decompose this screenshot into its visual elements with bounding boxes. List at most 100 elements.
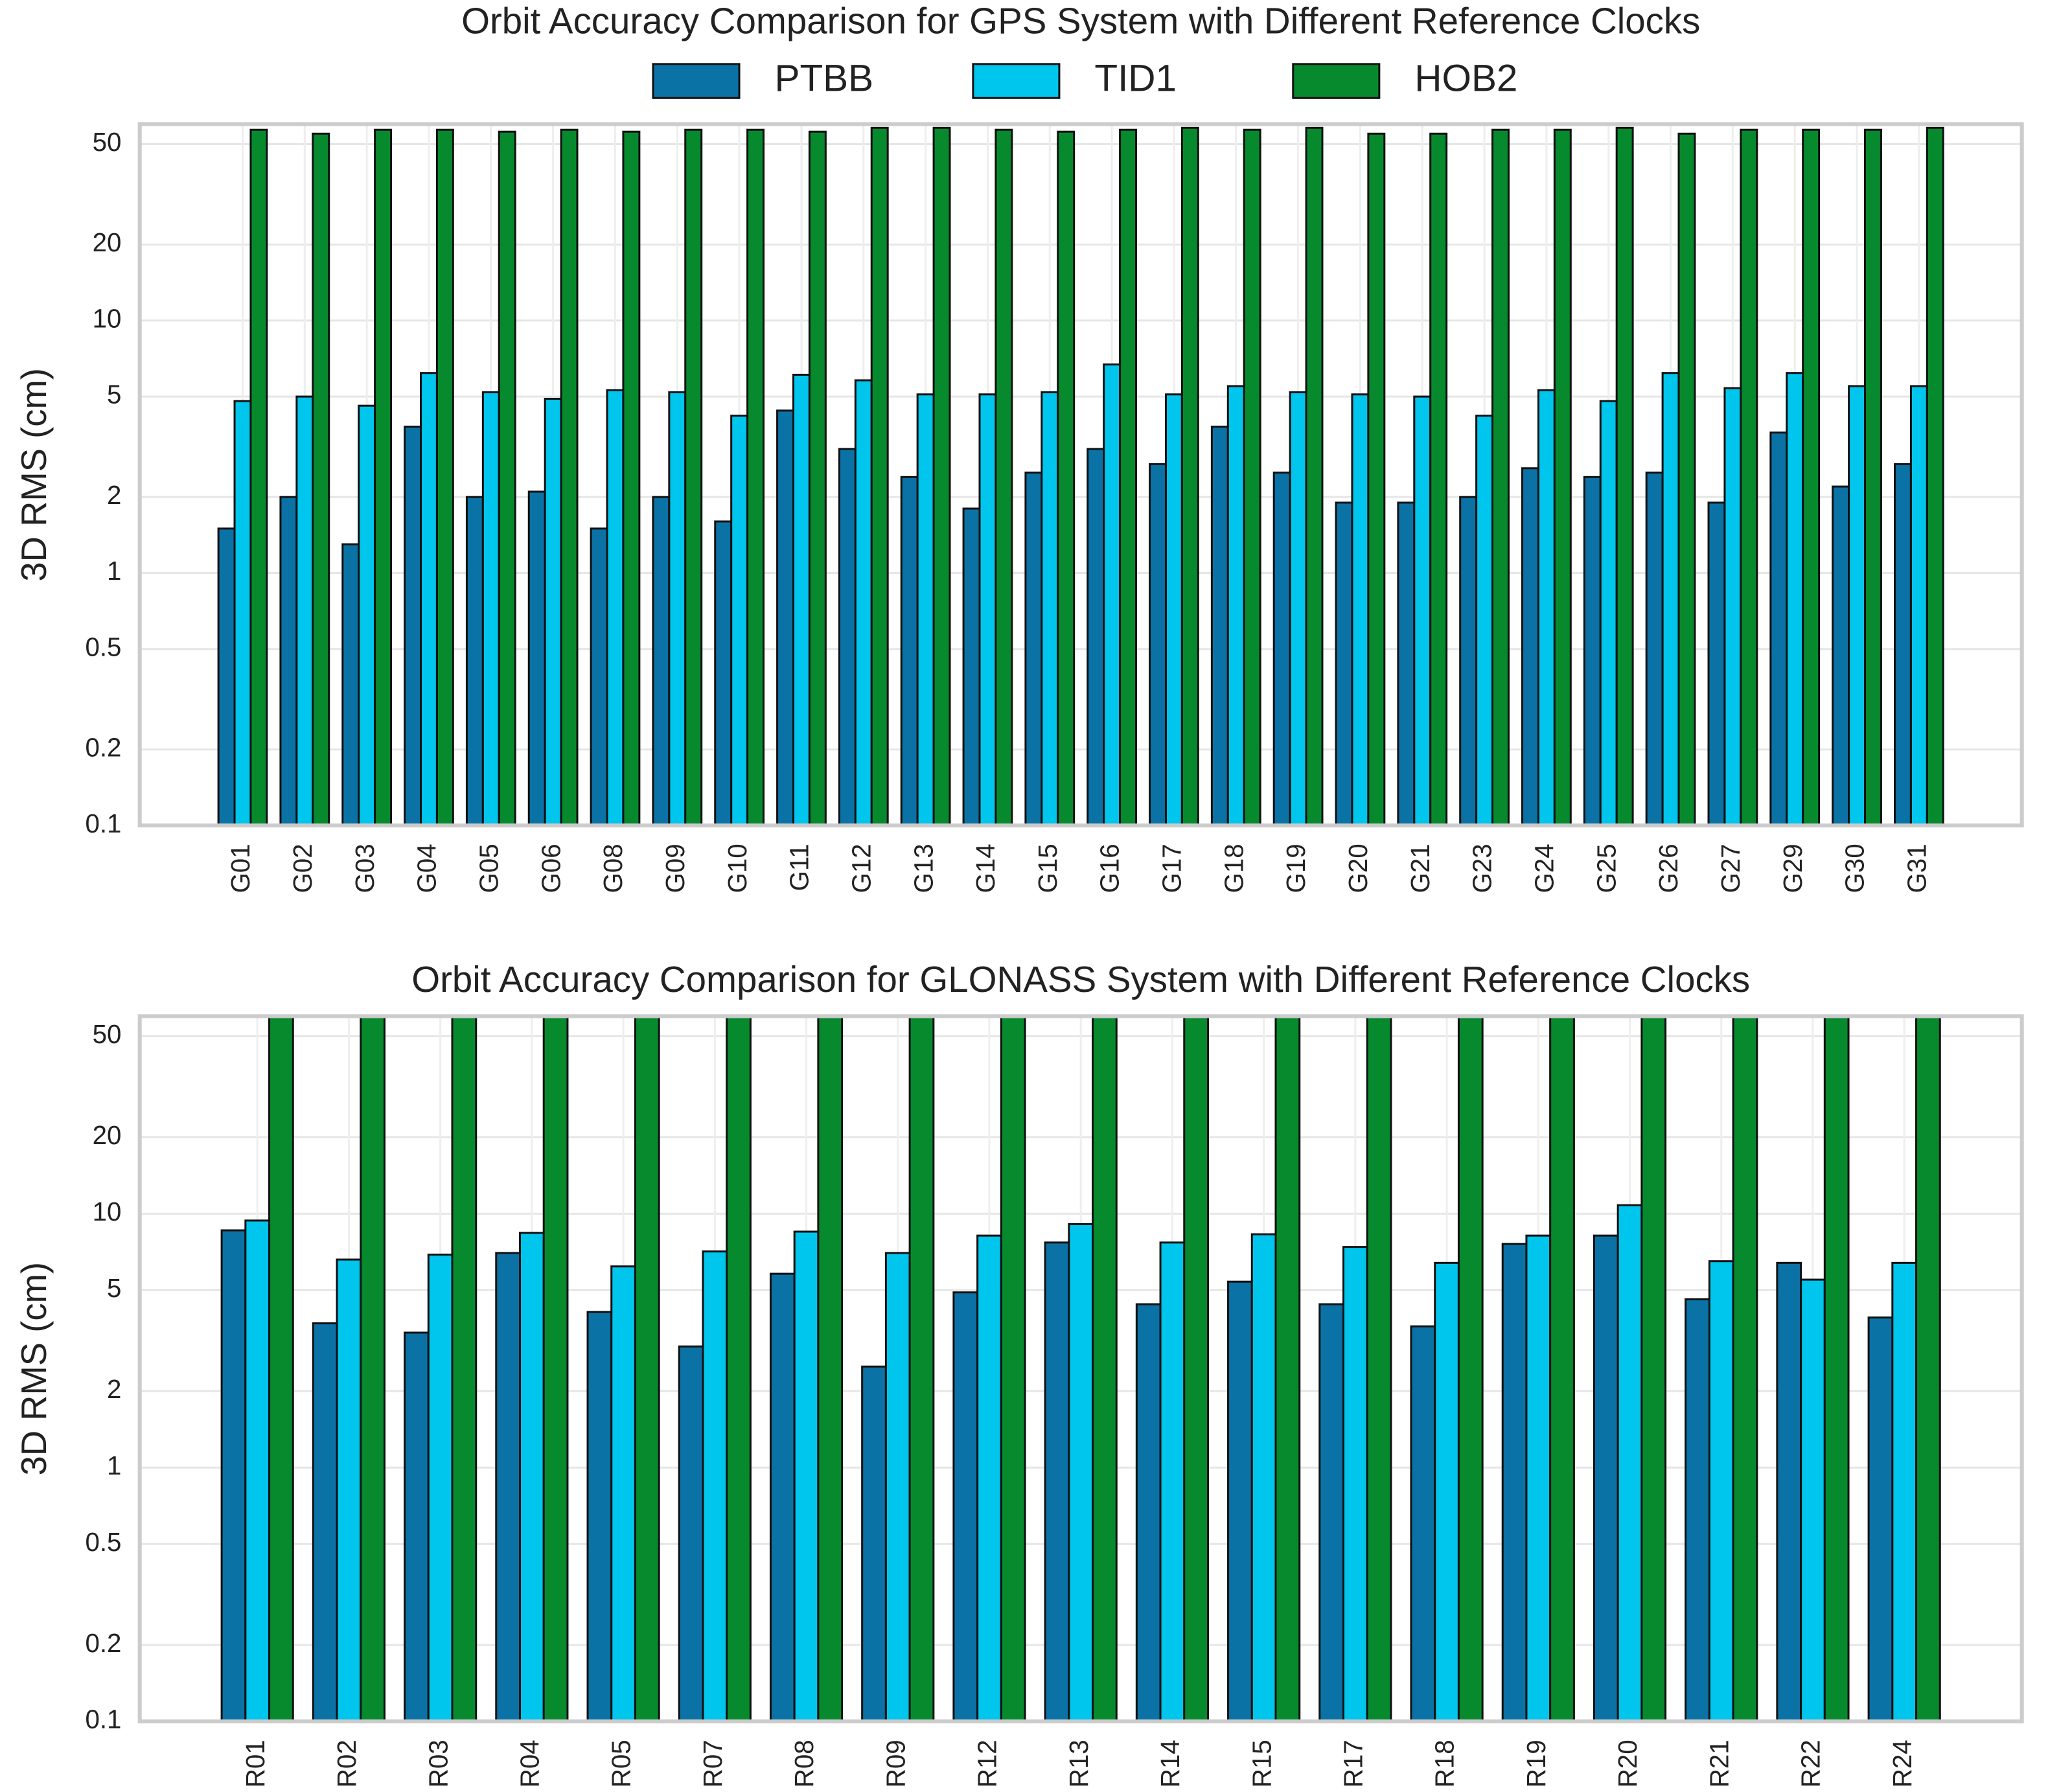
bar <box>726 1015 752 1723</box>
x-tick-label: R05 <box>607 1740 636 1787</box>
bar <box>233 400 252 827</box>
bar <box>1272 471 1291 827</box>
bar <box>769 1272 796 1723</box>
bar <box>217 527 236 827</box>
x-tick-label: R21 <box>1705 1740 1734 1787</box>
x-tick-label: R12 <box>973 1740 1002 1787</box>
legend-label: PTBB <box>774 57 873 99</box>
bar <box>652 496 671 827</box>
x-tick-label: R08 <box>790 1740 819 1787</box>
bar <box>427 1254 454 1723</box>
x-tick-label: G10 <box>723 844 752 893</box>
bar <box>1501 1243 1528 1723</box>
bar <box>1525 1234 1552 1723</box>
bar <box>1342 1246 1368 1723</box>
bar <box>746 128 765 827</box>
x-tick-label: R13 <box>1064 1740 1094 1787</box>
x-tick-label: G05 <box>474 844 503 893</box>
plot-frame <box>137 122 2024 828</box>
bar <box>1457 1015 1484 1723</box>
bar <box>404 1331 430 1723</box>
bar <box>295 395 314 827</box>
y-axis-label: 3D RMS (cm) <box>14 1262 54 1476</box>
y-tick-label: 50 <box>93 1020 122 1049</box>
bar <box>1640 1015 1667 1723</box>
bar <box>1617 1204 1643 1723</box>
bar <box>1459 496 1478 827</box>
bar <box>1776 1261 1802 1723</box>
bar <box>1593 1234 1619 1723</box>
bar <box>861 1365 887 1723</box>
x-tick-label: R07 <box>698 1740 728 1787</box>
x-tick-label: R02 <box>332 1740 362 1787</box>
bar <box>312 132 330 827</box>
bar <box>542 1015 569 1723</box>
y-tick-label: 0.5 <box>85 632 121 661</box>
x-tick-label: G04 <box>413 844 442 893</box>
x-tick-label: G01 <box>226 844 255 893</box>
x-tick-label: G09 <box>661 844 690 893</box>
bar <box>1335 501 1353 827</box>
bar <box>1677 132 1696 827</box>
bar <box>1926 126 1944 827</box>
y-tick-label: 0.1 <box>85 1705 121 1734</box>
x-tick-label: G11 <box>785 844 814 891</box>
bar <box>808 130 827 827</box>
y-tick-label: 2 <box>107 1375 121 1404</box>
bar <box>249 128 268 827</box>
y-tick-label: 0.5 <box>85 1528 121 1557</box>
bar <box>1864 128 1882 827</box>
x-tick-label: G02 <box>288 844 317 893</box>
bar <box>1645 471 1664 827</box>
y-tick-label: 1 <box>107 1451 121 1480</box>
bar <box>854 379 873 827</box>
bar <box>590 527 608 827</box>
bar <box>952 1291 979 1723</box>
bar <box>995 128 1013 827</box>
bar <box>1723 387 1742 827</box>
x-tick-label: R24 <box>1888 1740 1917 1787</box>
x-tick-label: R03 <box>424 1740 453 1787</box>
x-tick-label: R22 <box>1797 1740 1826 1787</box>
bar <box>586 1311 613 1723</box>
bar <box>1041 391 1059 827</box>
chart-title: Orbit Accuracy Comparison for GLONASS Sy… <box>411 959 1750 1000</box>
bar <box>220 1229 247 1723</box>
bar <box>527 490 546 827</box>
x-tick-label: G31 <box>1903 844 1932 893</box>
bar <box>1243 128 1261 827</box>
x-tick-label: G16 <box>1096 844 1125 893</box>
bar <box>1103 363 1122 827</box>
x-tick-label: G23 <box>1468 844 1497 893</box>
x-tick-label: G20 <box>1344 844 1373 893</box>
y-tick-label: 5 <box>107 380 121 409</box>
x-tick-label: G12 <box>847 844 876 893</box>
legend-label: TID1 <box>1094 57 1177 99</box>
bar <box>1521 467 1539 827</box>
y-tick-label: 0.1 <box>85 809 121 838</box>
bar <box>1891 1261 1918 1723</box>
bar <box>1210 426 1229 827</box>
bar <box>1832 485 1850 827</box>
bar <box>451 1015 477 1723</box>
bar <box>1413 395 1432 827</box>
bar <box>518 1232 545 1723</box>
x-tick-label: R01 <box>241 1740 270 1787</box>
bar <box>1707 501 1726 827</box>
bar <box>870 126 889 827</box>
x-tick-label: G13 <box>909 844 938 893</box>
bar <box>1183 1015 1210 1723</box>
bar <box>776 409 795 827</box>
x-tick-label: R09 <box>881 1740 910 1787</box>
bar <box>1915 1015 1941 1723</box>
bar <box>1800 1278 1826 1723</box>
bar <box>978 393 997 827</box>
y-tick-label: 10 <box>93 304 122 333</box>
legend-swatch <box>1292 63 1381 99</box>
bar <box>1867 1316 1894 1723</box>
x-tick-label: R14 <box>1156 1740 1185 1787</box>
bar <box>1159 1241 1186 1723</box>
bar <box>1087 448 1105 827</box>
bar <box>560 128 579 827</box>
